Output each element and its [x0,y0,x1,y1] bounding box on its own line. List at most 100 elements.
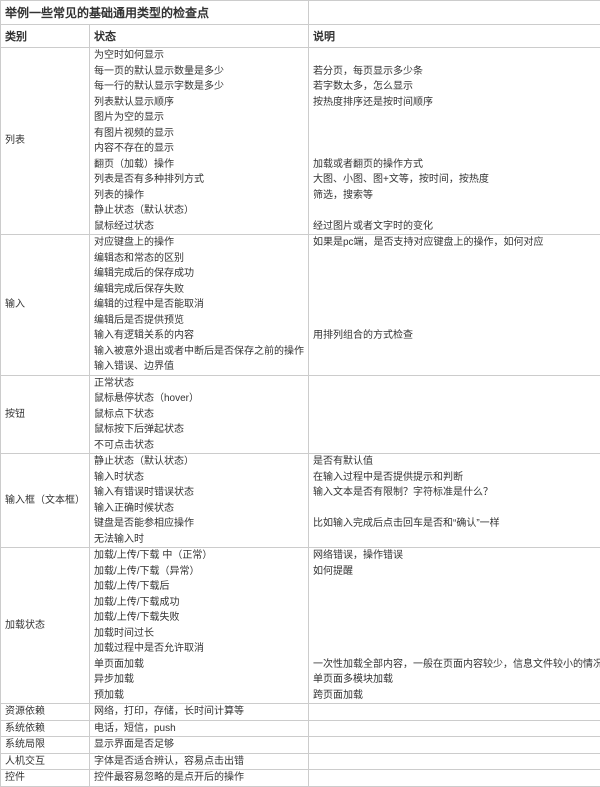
desc-cell: 若分页，每页显示多少条 [309,64,600,80]
desc-cell [309,407,600,423]
category-cell: 系统依赖 [1,720,90,737]
desc-cell [309,579,600,595]
status-cell: 无法输入时 [90,532,309,548]
table-row: 加载/上传/下载失败 [1,610,600,626]
desc-cell: 网络错误，操作错误 [309,548,600,564]
table-row: 翻页（加载）操作加载或者翻页的操作方式 [1,157,600,173]
table-row: 列表为空时如何显示 [1,48,600,64]
status-cell: 输入有错误时错误状态 [90,485,309,501]
desc-cell [309,359,600,375]
status-cell: 输入有逻辑关系的内容 [90,328,309,344]
status-cell: 有图片视频的显示 [90,126,309,142]
desc-cell [309,297,600,313]
desc-cell: 经过图片或者文字时的变化 [309,219,600,235]
desc-cell [309,704,600,721]
table-row: 内容不存在的显示 [1,141,600,157]
table-row: 图片为空的显示 [1,110,600,126]
desc-cell: 若字数太多，怎么显示 [309,79,600,95]
status-cell: 输入时状态 [90,470,309,486]
desc-cell: 单页面多模块加载 [309,672,600,688]
table-row: 加载时间过长 [1,626,600,642]
desc-cell [309,532,600,548]
table-row: 编辑态和常态的区别 [1,251,600,267]
desc-cell [309,610,600,626]
table-row: 按钮正常状态 [1,375,600,391]
desc-cell [309,203,600,219]
category-cell: 输入框（文本框） [1,454,90,548]
header-status: 状态 [90,25,309,48]
table-row: 键盘是否能参相应操作比如输入完成后点击回车是否和“确认”一样 [1,516,600,532]
desc-cell: 用排列组合的方式检查 [309,328,600,344]
table-row: 系统依赖电话，短信，push [1,720,600,737]
desc-cell [309,48,600,64]
desc-cell [309,720,600,737]
status-cell: 正常状态 [90,375,309,391]
status-cell: 加载/上传/下载失败 [90,610,309,626]
desc-cell [309,313,600,329]
table-row: 不可点击状态 [1,438,600,454]
table-row: 人机交互字体是否适合辨认，容易点击出错 [1,753,600,770]
status-cell: 预加载 [90,688,309,704]
table-row: 异步加载单页面多模块加载 [1,672,600,688]
status-cell: 显示界面是否足够 [90,737,309,754]
table-row: 鼠标经过状态经过图片或者文字时的变化 [1,219,600,235]
header-desc: 说明 [309,25,600,48]
status-cell: 输入被意外退出或者中断后是否保存之前的操作 [90,344,309,360]
desc-cell [309,595,600,611]
status-cell: 不可点击状态 [90,438,309,454]
status-cell: 静止状态（默认状态） [90,454,309,470]
table-row: 输入正确时候状态 [1,501,600,517]
status-cell: 编辑完成后的保存成功 [90,266,309,282]
status-cell: 键盘是否能参相应操作 [90,516,309,532]
table-row: 加载过程中是否允许取消 [1,641,600,657]
desc-cell [309,266,600,282]
status-cell: 加载/上传/下载（异常） [90,564,309,580]
table-row: 列表是否有多种排列方式大图、小图、图+文等，按时间，按热度 [1,172,600,188]
desc-cell [309,126,600,142]
table-row: 列表的操作筛选，搜索等 [1,188,600,204]
status-cell: 字体是否适合辨认，容易点击出错 [90,753,309,770]
table-row: 编辑后是否提供预览 [1,313,600,329]
desc-cell [309,141,600,157]
desc-cell: 一次性加载全部内容，一般在页面内容较少，信息文件较小的情况下一次性加载完成 [309,657,600,673]
status-cell: 鼠标点下状态 [90,407,309,423]
desc-cell: 大图、小图、图+文等，按时间，按热度 [309,172,600,188]
desc-cell: 按热度排序还是按时间顺序 [309,95,600,111]
header-row: 类别状态说明 [1,25,600,48]
desc-cell [309,737,600,754]
status-cell: 异步加载 [90,672,309,688]
status-cell: 编辑态和常态的区别 [90,251,309,267]
table-row: 鼠标悬停状态（hover） [1,391,600,407]
desc-cell [309,770,600,787]
status-cell: 列表默认显示顺序 [90,95,309,111]
desc-cell [309,626,600,642]
status-cell: 鼠标经过状态 [90,219,309,235]
status-cell: 每一行的默认显示字数是多少 [90,79,309,95]
table-row: 编辑的过程中是否能取消 [1,297,600,313]
table-row: 加载/上传/下载后 [1,579,600,595]
table-row: 输入框（文本框）静止状态（默认状态）是否有默认值 [1,454,600,470]
title-blank [309,1,600,25]
status-cell: 加载/上传/下载成功 [90,595,309,611]
table-row: 加载/上传/下载成功 [1,595,600,611]
status-cell: 编辑后是否提供预览 [90,313,309,329]
status-cell: 内容不存在的显示 [90,141,309,157]
status-cell: 电话，短信，push [90,720,309,737]
status-cell: 控件最容易忽略的是点开后的操作 [90,770,309,787]
desc-cell [309,753,600,770]
table-row: 预加载跨页面加载 [1,688,600,704]
table-row: 编辑完成后保存失败 [1,282,600,298]
desc-cell [309,282,600,298]
table-row: 每一行的默认显示字数是多少若字数太多，怎么显示 [1,79,600,95]
checklist-table: 举例一些常见的基础通用类型的检查点类别状态说明列表为空时如何显示每一页的默认显示… [0,0,600,787]
desc-cell: 输入文本是否有限制？字符标准是什么？ [309,485,600,501]
table-row: 加载状态加载/上传/下载 中（正常）网络错误，操作错误 [1,548,600,564]
desc-cell: 比如输入完成后点击回车是否和“确认”一样 [309,516,600,532]
status-cell: 翻页（加载）操作 [90,157,309,173]
title-row: 举例一些常见的基础通用类型的检查点 [1,1,600,25]
status-cell: 图片为空的显示 [90,110,309,126]
table-row: 编辑完成后的保存成功 [1,266,600,282]
header-category: 类别 [1,25,90,48]
desc-cell [309,391,600,407]
category-cell: 列表 [1,48,90,235]
